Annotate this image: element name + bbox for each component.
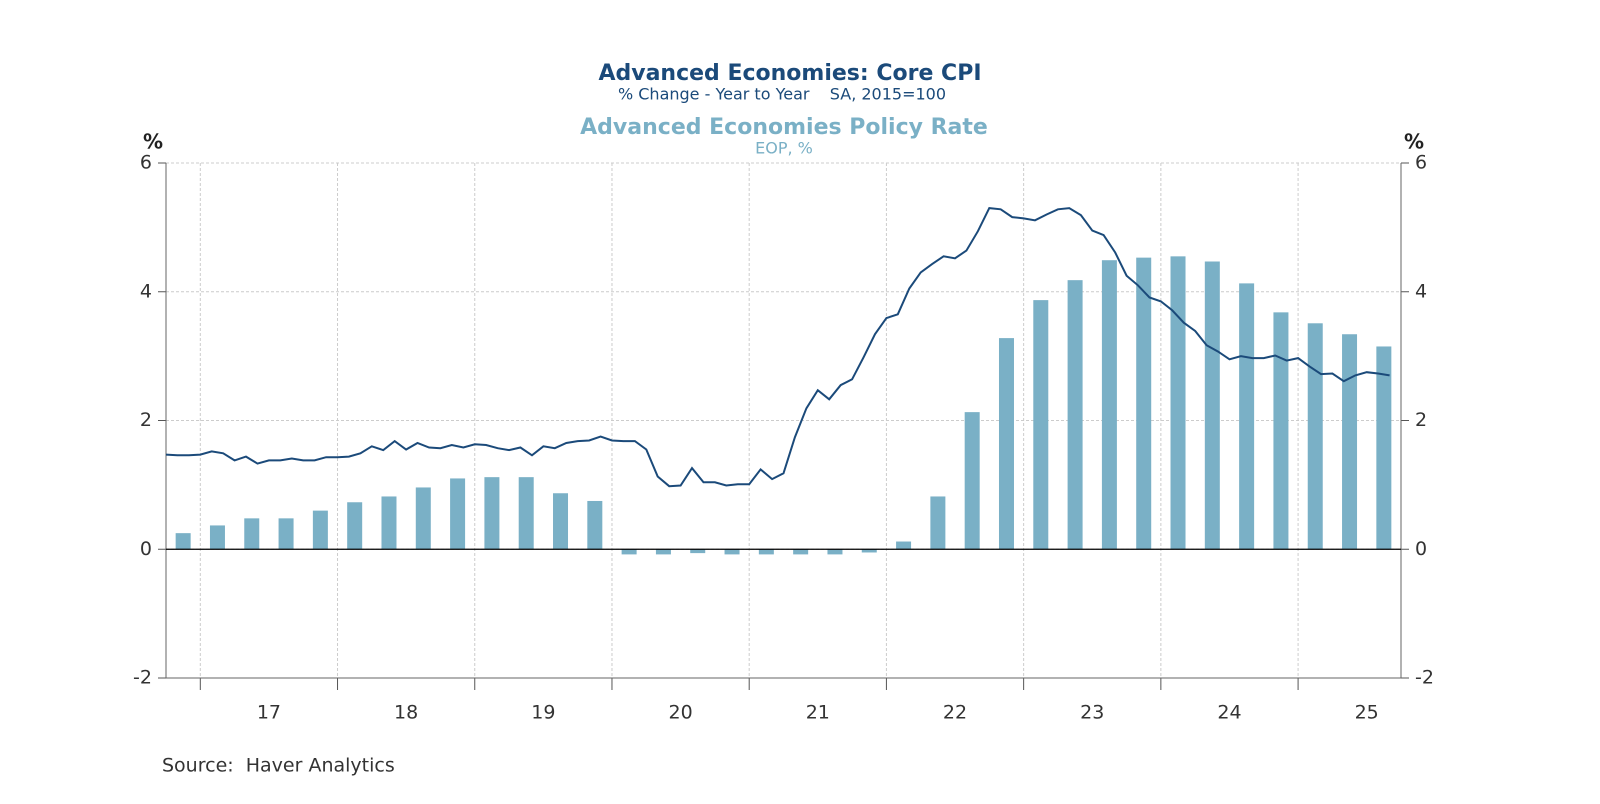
series-subtitle: EOP, %	[755, 139, 813, 158]
bar	[1067, 280, 1083, 550]
bar	[1376, 346, 1392, 550]
bar	[861, 549, 877, 553]
bar	[827, 549, 843, 555]
x-tick-label: 17	[257, 702, 281, 724]
bar	[1204, 261, 1220, 550]
y2-axis-label: %	[1404, 130, 1424, 154]
y2-tick-label: 4	[1415, 280, 1427, 302]
bar	[930, 496, 946, 550]
y-tick-label: -2	[133, 667, 152, 689]
bar	[484, 477, 500, 550]
bar	[381, 496, 397, 550]
bar	[655, 549, 671, 555]
bar	[415, 487, 431, 550]
y-tick-label: 4	[140, 280, 152, 302]
x-tick-label: 25	[1355, 702, 1379, 724]
bar	[793, 549, 809, 555]
bar	[621, 549, 637, 555]
bar	[964, 412, 980, 550]
bar	[1342, 334, 1358, 550]
line	[165, 207, 1390, 488]
bar	[1101, 260, 1117, 550]
y-axis-label: %	[143, 130, 163, 154]
x-tick-label: 19	[531, 702, 555, 724]
bar	[1170, 256, 1186, 550]
bar	[347, 502, 363, 550]
y2-tick-label: -2	[1415, 667, 1434, 689]
bar	[1136, 257, 1152, 550]
y2-tick-label: 6	[1415, 152, 1427, 174]
series-subtitle: % Change - Year to Year SA, 2015=100	[618, 85, 946, 104]
bar	[724, 549, 740, 555]
bar	[278, 518, 294, 550]
bar	[518, 477, 534, 550]
x-tick-label: 23	[1080, 702, 1104, 724]
series-title: Advanced Economies Policy Rate	[580, 115, 988, 140]
bar	[553, 493, 569, 550]
series-title: Advanced Economies: Core CPI	[598, 61, 981, 86]
y2-tick-label: 2	[1415, 409, 1427, 431]
y2-tick-label: 0	[1415, 538, 1427, 560]
bar	[998, 338, 1014, 550]
bar	[450, 478, 466, 550]
bar	[587, 500, 603, 550]
x-tick-label: 20	[668, 702, 692, 724]
bar	[1239, 283, 1255, 550]
y-tick-label: 0	[140, 538, 152, 560]
x-tick-label: 24	[1217, 702, 1241, 724]
y-tick-label: 6	[140, 152, 152, 174]
bar	[896, 541, 912, 550]
x-tick-label: 18	[394, 702, 418, 724]
x-tick-label: 22	[943, 702, 967, 724]
y-tick-label: 2	[140, 409, 152, 431]
bar	[1033, 300, 1049, 550]
bar	[312, 510, 328, 550]
bar	[690, 549, 706, 554]
bar	[244, 518, 260, 550]
bar	[1307, 323, 1323, 550]
bar	[1273, 312, 1289, 550]
bar	[758, 549, 774, 555]
source: Source: Haver Analytics	[162, 755, 395, 777]
x-tick-label: 21	[806, 702, 830, 724]
bar	[209, 525, 225, 550]
bar	[175, 533, 191, 550]
